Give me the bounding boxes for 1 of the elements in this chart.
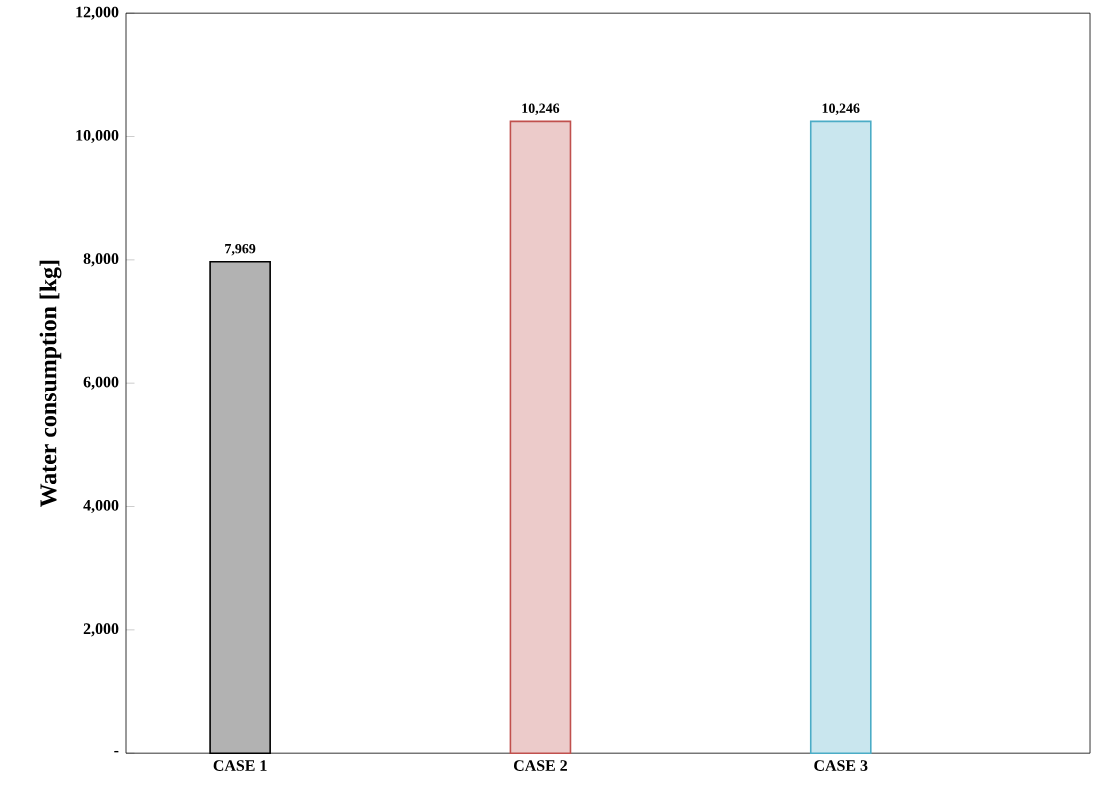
y-axis-title: Water consumption [kg] (39, 261, 62, 508)
